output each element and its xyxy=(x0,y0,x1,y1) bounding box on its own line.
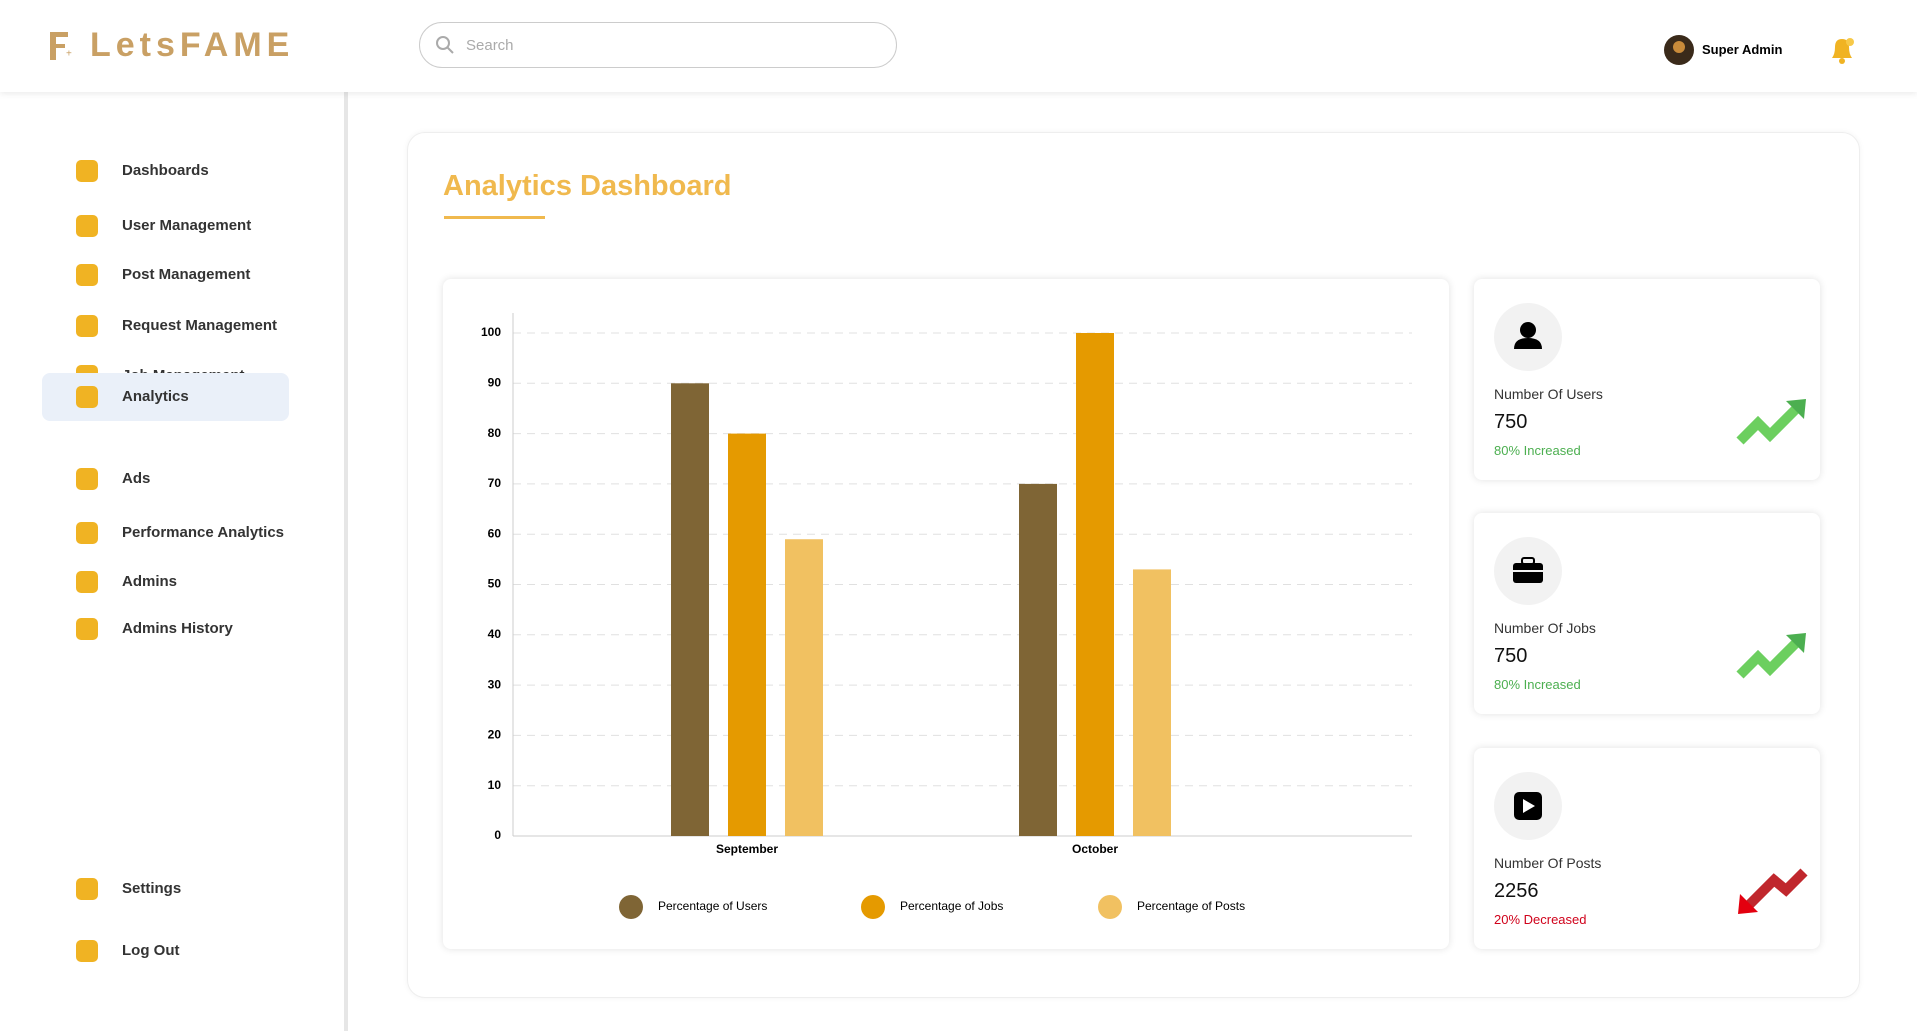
y-tick-label: 10 xyxy=(488,778,502,792)
nav-icon xyxy=(76,264,98,286)
y-tick-label: 80 xyxy=(488,426,502,440)
nav-label: Post Management xyxy=(122,266,251,283)
bar xyxy=(728,433,766,836)
jobs-icon xyxy=(1494,537,1562,605)
trend-up-arrow xyxy=(1736,399,1806,445)
nav-icon xyxy=(76,878,98,900)
legend-swatch xyxy=(1098,895,1122,919)
users-icon xyxy=(1494,303,1562,371)
nav-icon xyxy=(76,386,98,408)
notification-bell[interactable] xyxy=(1828,34,1856,66)
nav-label: Settings xyxy=(122,880,182,897)
trend-up-arrow xyxy=(1736,633,1806,679)
content-panel xyxy=(407,132,1860,998)
posts-icon xyxy=(1494,772,1562,840)
avatar[interactable] xyxy=(1663,34,1695,66)
nav-icon xyxy=(76,160,98,182)
nav-item[interactable]: Request Management xyxy=(42,302,289,350)
nav-icon xyxy=(76,215,98,237)
bar xyxy=(1019,483,1057,836)
stat-label: Number Of Posts xyxy=(1494,855,1602,871)
nav-item[interactable]: Post Management xyxy=(42,251,289,299)
y-tick-label: 20 xyxy=(488,728,502,742)
nav-item[interactable]: Admins xyxy=(42,558,289,606)
nav-icon xyxy=(76,468,98,490)
stat-card: Number Of Users 750 80% Increased xyxy=(1474,279,1820,480)
bar xyxy=(671,383,709,836)
stat-value: 2256 xyxy=(1494,880,1539,902)
chart: 0 10 20 30 40 50 60 70 80 90 100 September October Pe… xyxy=(481,313,1412,919)
user-name[interactable]: Super Admin xyxy=(1702,42,1783,57)
x-tick-label: September xyxy=(716,842,778,856)
y-tick-label: 60 xyxy=(488,526,502,540)
legend-label: Percentage of Jobs xyxy=(900,899,1003,913)
page-title: Analytics Dashboard xyxy=(443,170,732,202)
search-placeholder: Search xyxy=(466,37,514,54)
stat-change: 80% Increased xyxy=(1494,677,1581,692)
stat-card: Number Of Jobs 750 80% Increased xyxy=(1474,513,1820,714)
logo-icon: + xyxy=(50,32,72,60)
stat-value: 750 xyxy=(1494,411,1528,433)
legend-swatch xyxy=(861,895,885,919)
nav-label: Performance Analytics xyxy=(122,524,285,541)
x-tick-label: October xyxy=(1072,842,1118,856)
y-tick-label: 0 xyxy=(494,828,501,842)
legend-swatch xyxy=(619,895,643,919)
nav-item[interactable]: Performance Analytics xyxy=(42,509,289,557)
y-tick-label: 50 xyxy=(488,577,502,591)
stat-card: Number Of Posts 2256 20% Decreased xyxy=(1474,748,1820,949)
chart-card: 0 10 20 30 40 50 60 70 80 90 100 September October Pe… xyxy=(443,279,1449,949)
brand: LetsFAME xyxy=(90,26,295,64)
stat-change: 80% Increased xyxy=(1494,443,1581,458)
y-tick-label: 100 xyxy=(481,325,501,339)
nav-label: Admins History xyxy=(122,620,233,637)
bar xyxy=(785,539,823,836)
top-bar: + LetsFAME Search Super Admin xyxy=(0,0,1917,92)
nav-item[interactable]: Analytics xyxy=(42,373,289,421)
nav-label: Ads xyxy=(122,470,151,487)
nav-icon xyxy=(76,571,98,593)
nav-label: Admins xyxy=(122,573,178,590)
search-icon xyxy=(436,36,454,54)
nav-label: Log Out xyxy=(122,942,180,959)
nav-icon xyxy=(76,618,98,640)
legend-label: Percentage of Posts xyxy=(1137,899,1245,913)
bar xyxy=(1076,333,1114,836)
nav-icon xyxy=(76,522,98,544)
svg-text:+: + xyxy=(66,49,72,60)
nav-item[interactable]: Log Out xyxy=(42,927,289,975)
y-tick-label: 30 xyxy=(488,677,502,691)
legend-label: Percentage of Users xyxy=(658,899,767,913)
nav-icon xyxy=(76,315,98,337)
sidebar: Dashboards User Management Post Management… xyxy=(0,92,348,1031)
nav-icon xyxy=(76,940,98,962)
nav-item[interactable]: Admins History xyxy=(42,605,289,653)
nav-item[interactable]: Settings xyxy=(42,865,289,913)
nav-label: Analytics xyxy=(122,388,189,405)
bar xyxy=(1133,569,1171,836)
search-box[interactable]: Search xyxy=(419,22,897,68)
nav-item[interactable]: Dashboards xyxy=(42,147,289,195)
stat-value: 750 xyxy=(1494,645,1528,667)
y-tick-label: 90 xyxy=(488,375,502,389)
title-underline xyxy=(444,216,545,219)
nav-label: User Management xyxy=(122,217,252,234)
y-tick-label: 40 xyxy=(488,627,502,641)
stat-label: Number Of Users xyxy=(1494,386,1603,402)
nav-item[interactable]: User Management xyxy=(42,202,289,250)
nav-label: Request Management xyxy=(122,317,278,334)
trend-down-arrow xyxy=(1738,868,1808,914)
nav-label: Dashboards xyxy=(122,162,209,179)
stat-change: 20% Decreased xyxy=(1494,912,1587,927)
y-tick-label: 70 xyxy=(488,476,502,490)
nav-item[interactable]: Ads xyxy=(42,455,289,503)
stat-label: Number Of Jobs xyxy=(1494,620,1596,636)
